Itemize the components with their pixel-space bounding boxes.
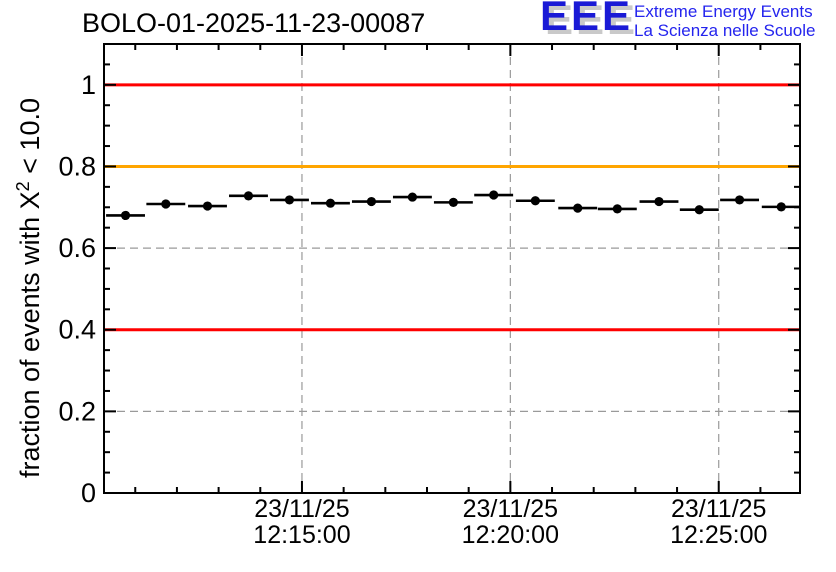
data-point — [694, 205, 704, 215]
plot-title: BOLO-01-2025-11-23-00087 — [82, 8, 426, 38]
y-tick-label: 1 — [81, 70, 96, 100]
data-point — [366, 196, 377, 207]
x-tick-label-time: 12:20:00 — [462, 521, 559, 549]
y-tick-label: 0.4 — [58, 315, 96, 345]
x-tick-label-date: 23/11/25 — [671, 495, 766, 523]
data-point — [284, 195, 295, 205]
data-point — [776, 202, 786, 212]
eee-logo-taglines: Extreme Energy Events La Scienza nelle S… — [634, 2, 815, 40]
x-tick-label-time: 12:25:00 — [670, 521, 767, 549]
y-tick-label: 0.2 — [58, 396, 96, 426]
y-tick-label: 0.6 — [58, 233, 96, 263]
eee-logo-tagline-2: La Scienza nelle Scuole — [634, 21, 816, 40]
eee-logo: EEE Extreme Energy Events La Scienza nel… — [538, 0, 836, 44]
data-point — [325, 198, 336, 208]
x-tick-label-date: 23/11/25 — [254, 495, 349, 523]
eee-logo-acronym: EEE — [540, 0, 634, 39]
data-point — [654, 196, 664, 207]
data-point — [573, 203, 583, 213]
x-tick-label-date: 23/11/25 — [463, 495, 558, 523]
data-point — [243, 191, 254, 201]
data-point — [202, 201, 213, 211]
data-point — [407, 192, 418, 202]
eee-logo-tagline-1: Extreme Energy Events — [634, 2, 813, 21]
y-tick-label: 0 — [81, 478, 96, 508]
data-point — [734, 195, 745, 205]
data-point — [448, 197, 458, 207]
x-tick-label-time: 12:15:00 — [253, 521, 350, 549]
data-point — [120, 210, 131, 221]
data-point — [530, 196, 540, 206]
plot-frame — [103, 43, 801, 494]
data-point — [612, 204, 622, 214]
data-point — [489, 190, 499, 200]
data-point — [161, 199, 171, 209]
y-tick-label: 0.8 — [58, 151, 96, 181]
